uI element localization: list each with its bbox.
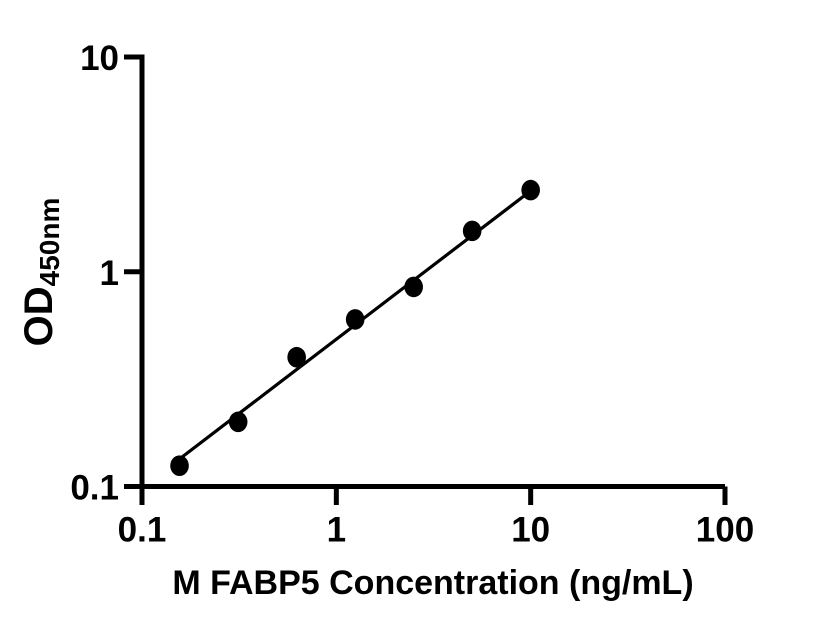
x-axis-title: M FABP5 Concentration (ng/mL) [172, 564, 693, 602]
x-tick-label: 10 [511, 511, 550, 550]
data-point [170, 455, 189, 476]
y-axis-title-subscript: 450nm [34, 198, 65, 287]
data-series [170, 179, 540, 476]
y-axis-title: OD450nm [17, 198, 65, 347]
y-tick-label: 1 [100, 254, 119, 293]
tick-labels: 10 1 0.10.1 1 10 100 [70, 39, 754, 550]
y-tick-label: 0.1 [70, 469, 119, 508]
y-axis-title-main: OD [17, 286, 61, 346]
x-tick-label: 1 [327, 511, 346, 550]
data-point [287, 346, 306, 368]
data-point [462, 220, 482, 242]
data-point [521, 179, 540, 201]
data-point [228, 411, 248, 433]
tick-marks [124, 54, 728, 505]
data-point [345, 309, 365, 330]
x-tick-label: 100 [696, 511, 754, 550]
data-point [404, 276, 423, 298]
y-tick-label: 10 [80, 39, 119, 78]
x-tick-label: 0.1 [118, 511, 167, 550]
